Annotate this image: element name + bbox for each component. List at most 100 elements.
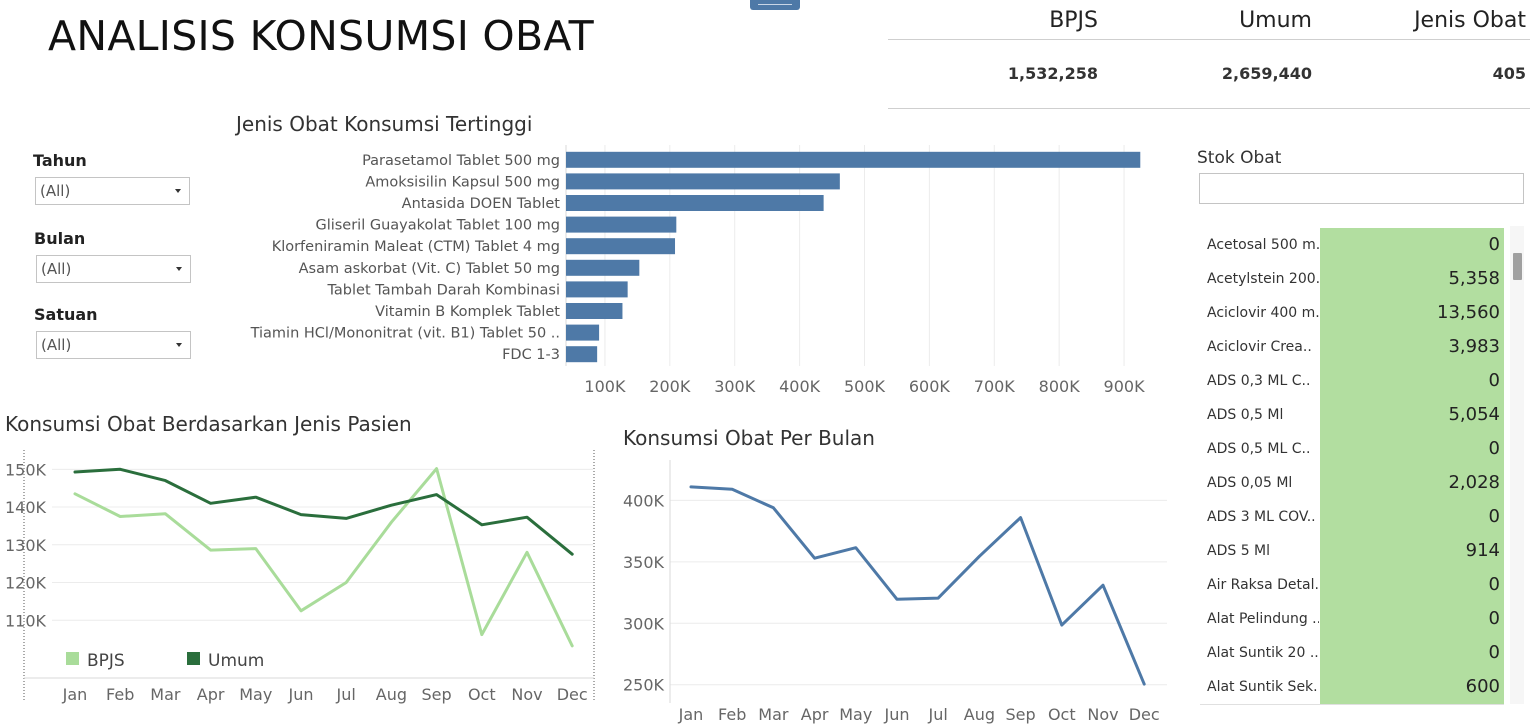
chevron-down-icon bbox=[176, 267, 182, 271]
kpi-umum-label: Umum bbox=[1239, 8, 1312, 33]
filter-satuan-value: (All) bbox=[41, 336, 72, 354]
category-label: Amoksisilin Kapsul 500 mg bbox=[365, 174, 560, 190]
x-tick-label: 800K bbox=[1039, 377, 1081, 396]
table-row[interactable]: Acetylstein 200.. 5,358 bbox=[1200, 262, 1504, 296]
table-row[interactable]: Air Raksa Detal.. 0 bbox=[1200, 568, 1504, 602]
bar bbox=[566, 259, 640, 276]
series-line-umum bbox=[73, 467, 574, 556]
bar bbox=[566, 151, 1141, 168]
table-row[interactable]: ADS 0,5 Ml 5,054 bbox=[1200, 398, 1504, 432]
x-tick-label: Jul bbox=[928, 705, 948, 724]
table-row[interactable]: ADS 0,3 ML C.. 0 bbox=[1200, 364, 1504, 398]
bar-chart-title: Jenis Obat Konsumsi Tertinggi bbox=[236, 112, 533, 136]
kpi-umum-value: 2,659,440 bbox=[1221, 64, 1312, 83]
bar bbox=[566, 195, 824, 211]
stock-item-value: 2,028 bbox=[1320, 466, 1504, 500]
collapse-handle[interactable] bbox=[750, 0, 800, 10]
table-row[interactable]: Alat Suntik Sek.. 600 bbox=[1200, 670, 1504, 704]
table-row[interactable]: ADS 3 ML COV.. 0 bbox=[1200, 500, 1504, 534]
kpi-bpjs-label: BPJS bbox=[1049, 8, 1098, 33]
stock-table-bottom-border bbox=[1200, 704, 1504, 705]
bar bbox=[566, 238, 676, 255]
category-label: Gliseril Guayakolat Tablet 100 mg bbox=[315, 218, 560, 234]
kpi-bpjs-value: 1,532,258 bbox=[1007, 64, 1098, 83]
x-tick-label: 900K bbox=[1104, 377, 1146, 396]
kpi-jenis-obat-value: 405 bbox=[1492, 64, 1526, 83]
bar bbox=[566, 216, 677, 233]
series-line-total bbox=[689, 485, 1146, 686]
x-tick-label: Mar bbox=[758, 705, 789, 724]
x-tick-label: 300K bbox=[714, 377, 756, 396]
table-row[interactable]: Acetosal 500 m.. 0 bbox=[1200, 228, 1504, 262]
table-row[interactable]: Alat Pelindung .. 0 bbox=[1200, 602, 1504, 636]
table-row[interactable]: Alat Suntik 20 .. 0 bbox=[1200, 636, 1504, 670]
x-tick-label: 600K bbox=[909, 377, 951, 396]
x-tick-label: Jun bbox=[288, 685, 314, 704]
x-tick-label: Jul bbox=[336, 685, 356, 704]
y-tick-label: 250K bbox=[623, 676, 665, 695]
table-row[interactable]: Aciclovir 400 m.. 13,560 bbox=[1200, 296, 1504, 330]
chevron-down-icon bbox=[175, 189, 181, 193]
stock-item-name: Acetosal 500 m.. bbox=[1207, 237, 1319, 253]
category-label: Parasetamol Tablet 500 mg bbox=[362, 153, 560, 169]
y-tick-label: 300K bbox=[623, 614, 665, 633]
stock-item-value: 0 bbox=[1320, 636, 1504, 670]
stock-item-value: 600 bbox=[1320, 670, 1504, 704]
filter-bulan-select[interactable]: (All) bbox=[36, 255, 191, 283]
x-tick-label: Apr bbox=[197, 685, 225, 704]
patient-chart-title: Konsumsi Obat Berdasarkan Jenis Pasien bbox=[5, 412, 412, 436]
category-label: Antasida DOEN Tablet bbox=[402, 196, 561, 212]
x-tick-label: Feb bbox=[718, 705, 746, 724]
x-tick-label: Oct bbox=[1048, 705, 1076, 724]
stock-item-name: Alat Pelindung .. bbox=[1207, 611, 1319, 627]
table-row[interactable]: ADS 5 Ml 914 bbox=[1200, 534, 1504, 568]
stock-item-name: Alat Suntik Sek.. bbox=[1207, 679, 1319, 695]
stock-scrollbar[interactable] bbox=[1510, 226, 1524, 704]
filter-bulan-label: Bulan bbox=[34, 229, 86, 248]
stock-item-name: ADS 0,5 Ml bbox=[1207, 407, 1284, 423]
x-tick-label: Aug bbox=[376, 685, 407, 704]
y-tick-label: 400K bbox=[623, 491, 665, 510]
legend-label-umum: Umum bbox=[208, 651, 264, 671]
stock-item-value: 0 bbox=[1320, 364, 1504, 398]
stock-item-name: Air Raksa Detal.. bbox=[1207, 577, 1319, 593]
stock-item-name: ADS 3 ML COV.. bbox=[1207, 509, 1316, 525]
filter-satuan-select[interactable]: (All) bbox=[36, 331, 191, 359]
stock-item-value: 0 bbox=[1320, 602, 1504, 636]
y-tick-label: 150K bbox=[5, 460, 47, 479]
table-row[interactable]: ADS 0,5 ML C.. 0 bbox=[1200, 432, 1504, 466]
stock-item-name: Alat Suntik 20 .. bbox=[1207, 645, 1319, 661]
page-title: ANALISIS KONSUMSI OBAT bbox=[48, 12, 594, 60]
x-tick-label: Jan bbox=[678, 705, 704, 724]
filter-tahun-label: Tahun bbox=[33, 151, 87, 170]
bar bbox=[566, 324, 600, 341]
stock-item-name: ADS 5 Ml bbox=[1207, 543, 1271, 559]
bar bbox=[566, 303, 623, 319]
y-tick-label: 120K bbox=[5, 574, 47, 593]
stock-item-value: 5,054 bbox=[1320, 398, 1504, 432]
stock-item-value: 0 bbox=[1320, 500, 1504, 534]
kpi-jenis-obat-label: Jenis Obat bbox=[1414, 8, 1526, 33]
stock-search-input[interactable] bbox=[1199, 173, 1524, 204]
filter-tahun-select[interactable]: (All) bbox=[35, 177, 190, 205]
scrollbar-thumb[interactable] bbox=[1513, 253, 1522, 280]
stock-item-value: 5,358 bbox=[1320, 262, 1504, 296]
legend-label-bpjs: BPJS bbox=[87, 651, 125, 671]
category-label: FDC 1-3 bbox=[502, 347, 560, 363]
series-line-bpjs bbox=[73, 467, 574, 648]
monthly-chart-title: Konsumsi Obat Per Bulan bbox=[623, 426, 875, 450]
x-tick-label: Nov bbox=[1087, 705, 1118, 724]
stock-item-value: 0 bbox=[1320, 432, 1504, 466]
x-tick-label: 100K bbox=[584, 377, 626, 396]
stock-item-name: Aciclovir Crea.. bbox=[1207, 339, 1312, 355]
x-tick-label: Dec bbox=[1129, 705, 1160, 724]
x-tick-label: 200K bbox=[649, 377, 691, 396]
table-row[interactable]: ADS 0,05 Ml 2,028 bbox=[1200, 466, 1504, 500]
x-tick-label: May bbox=[839, 705, 872, 724]
category-label: Asam askorbat (Vit. C) Tablet 50 mg bbox=[299, 261, 560, 277]
bar bbox=[566, 281, 628, 298]
stock-table: Acetosal 500 m.. 0 Acetylstein 200.. 5,358 A… bbox=[1200, 228, 1504, 704]
table-row[interactable]: Aciclovir Crea.. 3,983 bbox=[1200, 330, 1504, 364]
category-label: Klorfeniramin Maleat (CTM) Tablet 4 mg bbox=[272, 239, 560, 255]
stock-item-name: Aciclovir 400 m.. bbox=[1207, 305, 1319, 321]
